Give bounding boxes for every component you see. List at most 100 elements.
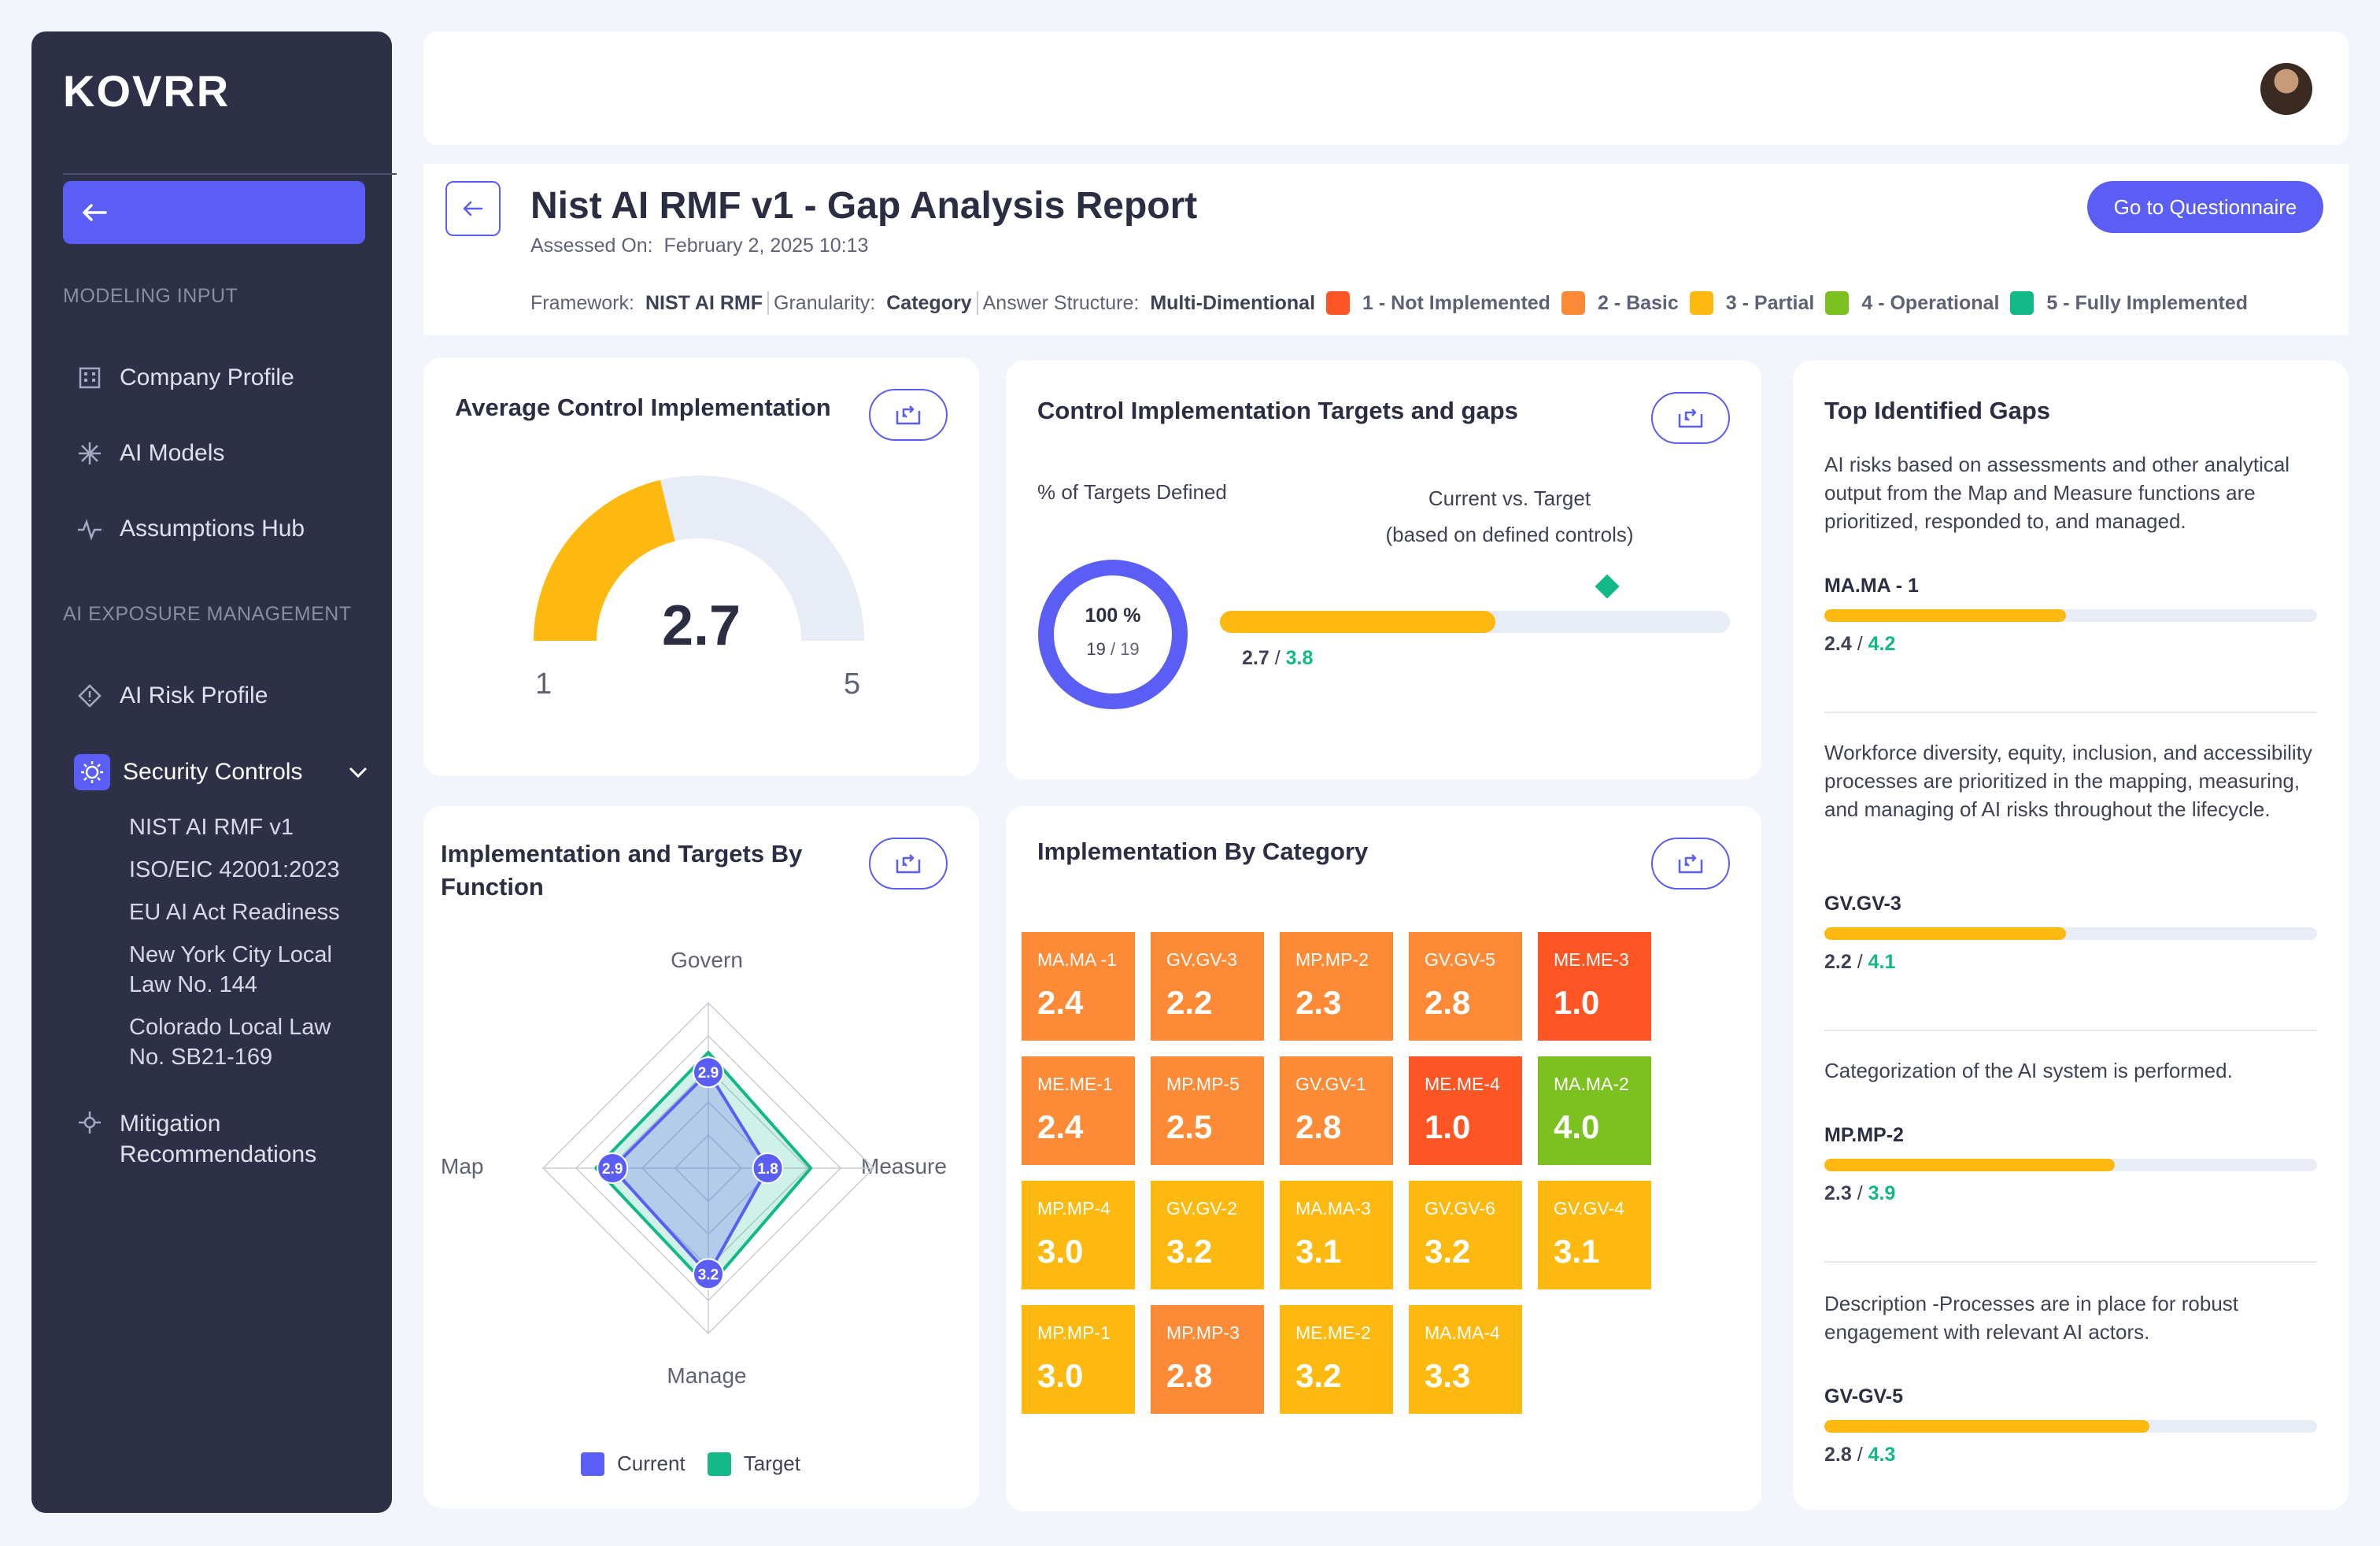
tile-value: 3.2 (1295, 1357, 1342, 1394)
category-tile[interactable]: GV.GV-6 3.2 (1409, 1181, 1522, 1289)
export-button[interactable] (1651, 392, 1730, 444)
radar-axis-measure: Measure (861, 1154, 947, 1178)
category-tile[interactable]: GV.GV-1 2.8 (1280, 1056, 1393, 1165)
radar-point-current[interactable] (693, 1258, 724, 1290)
page-title: Nist AI RMF v1 - Gap Analysis Report (530, 185, 1198, 227)
report-header: Nist AI RMF v1 - Gap Analysis Report Ass… (423, 164, 2349, 335)
category-tile[interactable]: GV.GV-3 2.2 (1151, 932, 1264, 1041)
radar-chart: 2.9 1.8 3.2 2.9 (541, 1001, 875, 1335)
sidebar-item-ai-risk-profile[interactable]: AI Risk Profile (76, 682, 268, 710)
legend-label-current: Current (617, 1452, 686, 1475)
kovrr-logo[interactable]: KOVRR (63, 65, 231, 116)
tile-code: ME.ME-2 (1295, 1322, 1371, 1343)
radar-point-label: 2.9 (602, 1161, 623, 1178)
gap-progress (1824, 1420, 2317, 1433)
back-button[interactable] (445, 181, 501, 236)
radar-point-current[interactable] (752, 1152, 784, 1184)
tile-code: MA.MA-3 (1295, 1198, 1371, 1219)
tile-code: GV.GV-5 (1425, 949, 1495, 970)
card-title: Top Identified Gaps (1824, 397, 2051, 424)
user-avatar[interactable] (2260, 63, 2312, 115)
tile-value: 2.2 (1166, 984, 1213, 1021)
category-tile[interactable]: MA.MA -1 2.4 (1022, 932, 1135, 1041)
category-tile[interactable]: MP.MP-5 2.5 (1151, 1056, 1264, 1165)
gap-code: MA.MA - 1 (1824, 575, 1919, 597)
sidebar-subitem-nyc-law[interactable]: New York City Local Law No. 144 (129, 942, 332, 997)
category-tile[interactable]: GV.GV-2 3.2 (1151, 1181, 1264, 1289)
tile-code: MP.MP-5 (1166, 1074, 1240, 1094)
export-icon (1678, 409, 1703, 428)
sidebar-subitem-nist[interactable]: NIST AI RMF v1 (129, 815, 294, 840)
tile-value: 2.5 (1166, 1108, 1213, 1145)
targets-gaps-card: Control Implementation Targets and gaps … (1006, 361, 1761, 779)
legend-swatch (1689, 291, 1713, 315)
sidebar-subitem-colorado-law[interactable]: Colorado Local Law No. SB21-169 (129, 1015, 331, 1070)
legend-swatch-target (707, 1452, 731, 1476)
export-button[interactable] (869, 838, 948, 890)
sidebar-divider (63, 173, 397, 175)
gap-code: GV-GV-5 (1824, 1385, 1904, 1407)
go-to-questionnaire-button[interactable]: Go to Questionnaire (2087, 181, 2323, 233)
legend-swatch (1825, 291, 1850, 315)
card-title: Average Control Implementation (455, 394, 831, 421)
tile-code: MA.MA-2 (1554, 1074, 1629, 1094)
category-tile[interactable]: ME.ME-2 3.2 (1280, 1305, 1393, 1414)
radar-point-label: 2.9 (698, 1065, 719, 1082)
sparkle-icon (76, 439, 104, 468)
tile-value: 2.4 (1037, 984, 1084, 1021)
legend-label: 1 - Not Implemented (1362, 291, 1550, 314)
gap-progress (1824, 927, 2317, 940)
sidebar-subitem-eu-ai-act[interactable]: EU AI Act Readiness (129, 900, 340, 925)
category-tile[interactable]: ME.ME-3 1.0 (1538, 932, 1651, 1041)
category-tile[interactable]: MP.MP-3 2.8 (1151, 1305, 1264, 1414)
category-tile[interactable]: ME.ME-4 1.0 (1409, 1056, 1522, 1165)
tile-code: MP.MP-2 (1295, 949, 1369, 970)
tile-value: 2.3 (1295, 984, 1342, 1021)
radar-point-current[interactable] (693, 1056, 724, 1089)
category-tile[interactable]: MA.MA-4 3.3 (1409, 1305, 1522, 1414)
category-tile[interactable]: GV.GV-5 2.8 (1409, 932, 1522, 1041)
sidebar-subitem-iso[interactable]: ISO/EIC 42001:2023 (129, 857, 340, 882)
top-bar (423, 31, 2349, 145)
sidebar-item-company-profile[interactable]: Company Profile (76, 364, 294, 392)
export-button[interactable] (869, 389, 948, 441)
pulse-icon (76, 515, 104, 543)
assessed-on: Assessed On: February 2, 2025 10:13 (530, 235, 869, 257)
category-tile[interactable]: MP.MP-4 3.0 (1022, 1181, 1135, 1289)
radar-point-current[interactable] (597, 1152, 629, 1184)
gap-progress (1824, 1159, 2317, 1171)
category-tile[interactable]: MA.MA-3 3.1 (1280, 1181, 1393, 1289)
category-tile[interactable]: MA.MA-2 4.0 (1538, 1056, 1651, 1165)
gauge-min: 1 (535, 668, 552, 701)
category-tile[interactable]: ME.ME-1 2.4 (1022, 1056, 1135, 1165)
sidebar-label: Company Profile (120, 364, 294, 390)
sidebar-item-assumptions-hub[interactable]: Assumptions Hub (76, 515, 305, 543)
arrow-left-icon (83, 204, 107, 221)
radar-point-label: 3.2 (698, 1267, 719, 1283)
chevron-down-icon[interactable] (348, 765, 368, 779)
category-tile[interactable]: MP.MP-1 3.0 (1022, 1305, 1135, 1414)
gap-values: 2.2 / 4.1 (1824, 951, 1896, 973)
sidebar-item-security-controls[interactable]: Security Controls (74, 754, 302, 790)
radar-axis-manage: Manage (667, 1363, 747, 1388)
export-button[interactable] (1651, 838, 1730, 890)
tile-code: ME.ME-1 (1037, 1074, 1113, 1094)
sidebar-item-mitigation[interactable]: Mitigation Recommendations (76, 1108, 356, 1170)
category-tile[interactable]: GV.GV-4 3.1 (1538, 1181, 1651, 1289)
sidebar-back-button[interactable] (63, 181, 365, 244)
radar-legend: Current Target (581, 1452, 800, 1476)
radar-axis-govern: Govern (671, 948, 743, 972)
current-vs-target-label: Current vs. Target (based on defined con… (1385, 486, 1634, 546)
category-tile[interactable]: MP.MP-2 2.3 (1280, 932, 1393, 1041)
sidebar-item-ai-models[interactable]: AI Models (76, 439, 224, 468)
tile-value: 2.8 (1166, 1357, 1213, 1394)
tile-value: 3.3 (1425, 1357, 1471, 1394)
legend-item: 4 - Operational (1825, 291, 1999, 315)
sidebar-label: Security Controls (123, 759, 303, 785)
target-marker (1595, 574, 1621, 599)
gap-progress-fill (1824, 609, 2066, 622)
arrow-left-icon (463, 201, 483, 216)
section-ai-exposure: AI EXPOSURE MANAGEMENT (63, 603, 352, 625)
targets-pct: 100 % (1085, 605, 1141, 627)
tile-value: 3.0 (1037, 1233, 1084, 1270)
